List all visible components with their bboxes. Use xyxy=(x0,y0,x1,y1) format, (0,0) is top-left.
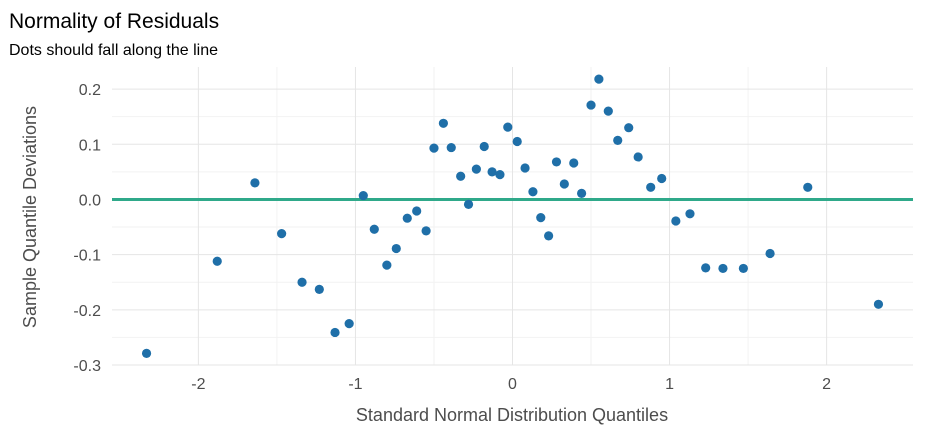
data-point xyxy=(586,100,596,110)
data-point xyxy=(463,199,474,210)
data-point xyxy=(569,158,579,168)
chart-subtitle: Dots should fall along the line xyxy=(9,42,218,59)
x-tick-label: 2 xyxy=(822,376,831,393)
x-tick-label: -2 xyxy=(191,376,205,393)
data-point xyxy=(277,229,287,239)
data-point xyxy=(633,152,643,162)
data-point xyxy=(412,206,422,216)
data-point xyxy=(456,171,466,181)
data-point xyxy=(330,327,340,338)
data-point xyxy=(512,136,522,147)
data-point xyxy=(765,248,775,259)
data-point xyxy=(603,106,613,116)
data-point xyxy=(495,170,505,180)
data-point xyxy=(471,164,481,174)
y-tick-label: 0.1 xyxy=(79,137,101,154)
data-point xyxy=(544,231,554,241)
data-point xyxy=(873,299,884,309)
data-point xyxy=(358,190,368,201)
x-tick-label: 1 xyxy=(665,376,674,393)
data-points xyxy=(141,74,884,359)
data-point xyxy=(803,182,813,192)
y-tick-label: -0.3 xyxy=(73,358,101,375)
data-point xyxy=(250,178,260,188)
data-point xyxy=(551,157,562,167)
data-point xyxy=(685,209,695,219)
data-point xyxy=(479,141,489,152)
data-point xyxy=(429,143,439,153)
data-point xyxy=(646,182,656,192)
grid-lines xyxy=(112,67,913,366)
data-point xyxy=(391,243,401,254)
plot-area xyxy=(112,67,913,366)
data-point xyxy=(718,263,728,274)
y-axis-ticks: -0.3 -0.2 -0.1 0.0 0.1 0.2 xyxy=(73,82,101,375)
data-point xyxy=(402,213,412,223)
data-point xyxy=(594,74,604,84)
data-point xyxy=(536,213,546,223)
data-point xyxy=(671,216,681,226)
data-point xyxy=(577,188,587,198)
data-point xyxy=(438,118,448,128)
data-point xyxy=(624,123,634,133)
y-tick-label: -0.1 xyxy=(73,248,101,265)
data-point xyxy=(141,348,152,359)
data-point xyxy=(701,263,711,273)
y-axis-label: Sample Quantile Deviations xyxy=(20,106,40,328)
data-point xyxy=(503,122,513,132)
x-tick-label: 0 xyxy=(508,376,517,393)
data-point xyxy=(297,277,307,287)
data-point xyxy=(446,142,456,153)
data-point xyxy=(382,260,392,270)
data-point xyxy=(212,256,222,266)
data-point xyxy=(738,263,748,274)
x-tick-label: -1 xyxy=(348,376,362,393)
y-tick-label: 0.0 xyxy=(79,192,101,209)
data-point xyxy=(657,173,667,184)
data-point xyxy=(613,135,623,145)
data-point xyxy=(314,284,324,294)
data-point xyxy=(528,187,538,197)
data-point xyxy=(421,226,431,236)
data-point xyxy=(369,224,379,234)
data-point xyxy=(487,167,497,177)
chart-title: Normality of Residuals xyxy=(9,10,219,33)
x-axis-ticks: -2 -1 0 1 2 xyxy=(191,376,831,393)
data-point xyxy=(520,163,530,173)
data-point xyxy=(559,179,569,189)
data-point xyxy=(344,319,354,329)
y-tick-label: -0.2 xyxy=(73,303,101,320)
y-tick-label: 0.2 xyxy=(79,82,101,99)
x-axis-label: Standard Normal Distribution Quantiles xyxy=(356,405,668,425)
